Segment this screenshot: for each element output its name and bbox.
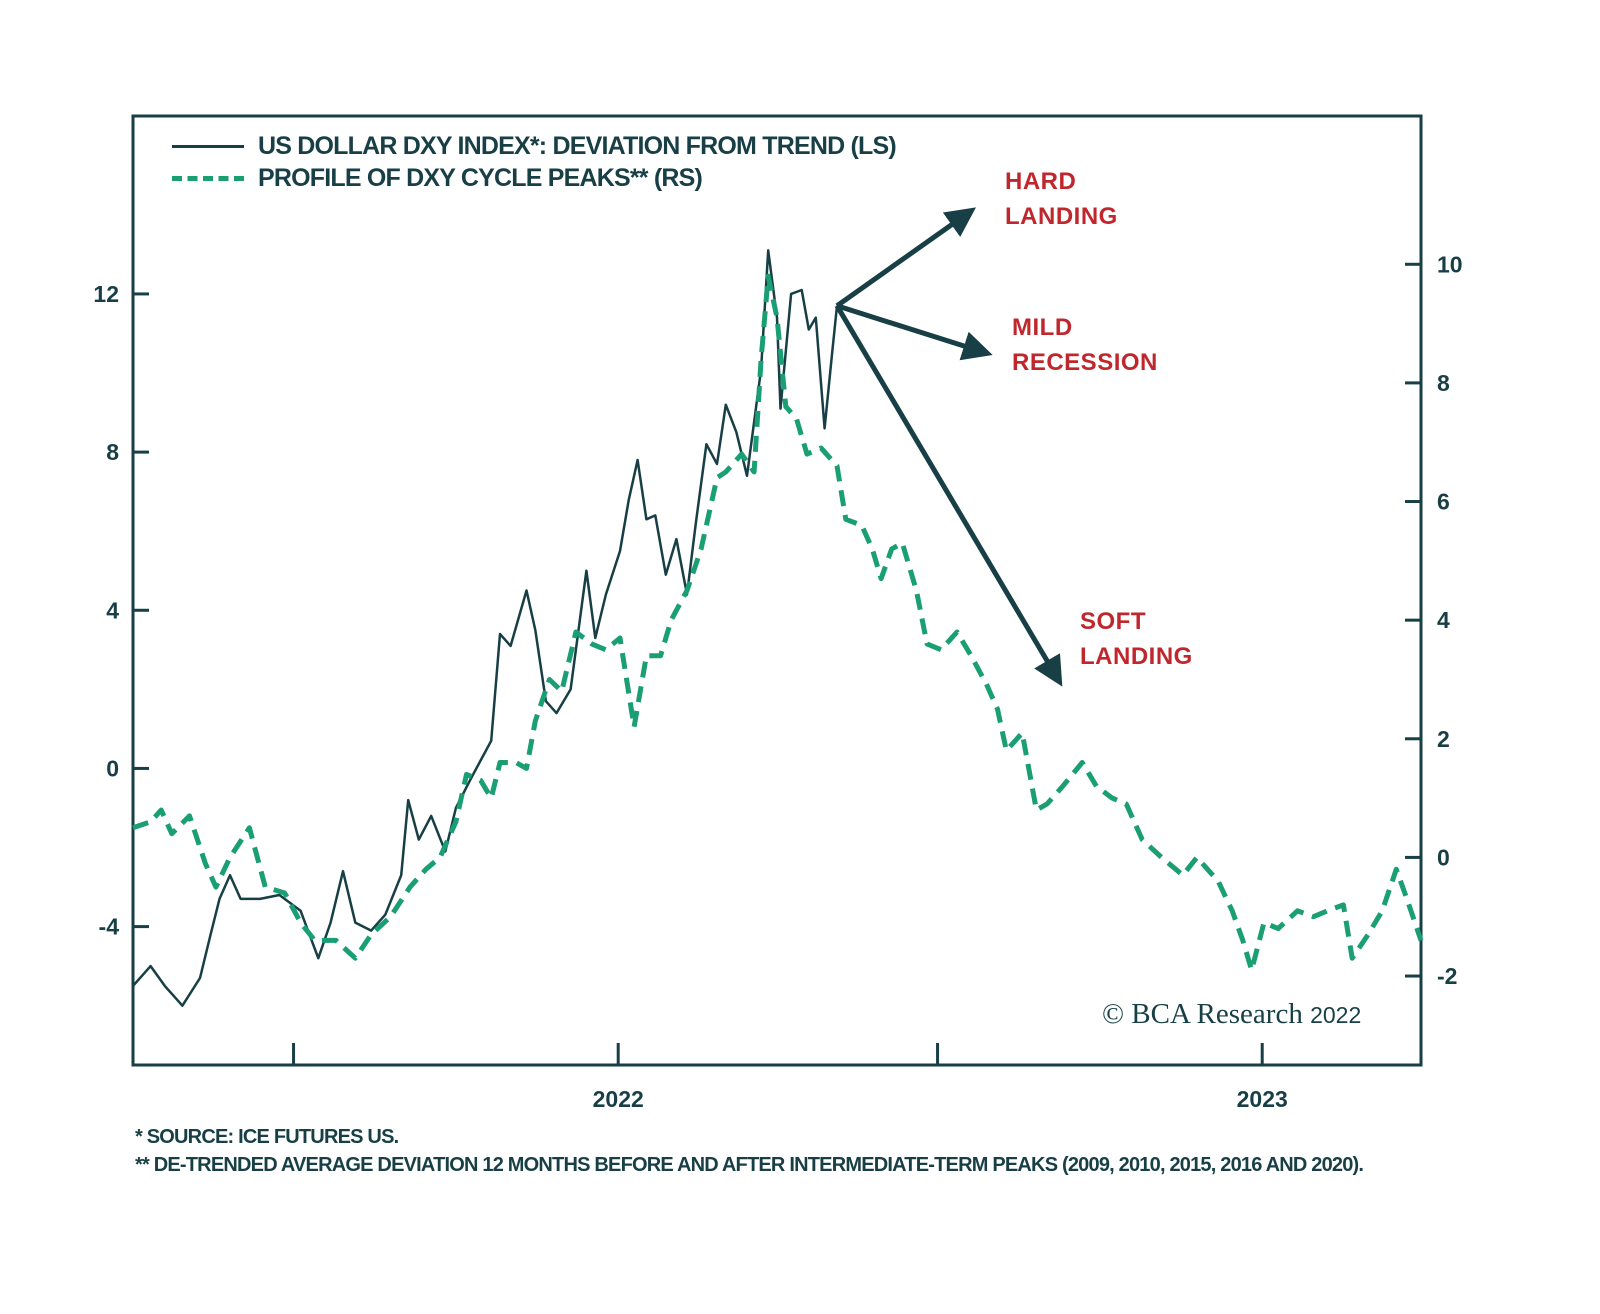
annotation-line: LANDING xyxy=(1080,643,1193,670)
annotation-line: SOFT xyxy=(1080,608,1146,635)
series-line-cycle-peaks-profile xyxy=(132,273,1424,973)
series-line-dxy-deviation xyxy=(132,249,839,1007)
y-left-tick-label: 12 xyxy=(93,281,119,307)
footnote-profile: ** DE-TRENDED AVERAGE DEVIATION 12 MONTH… xyxy=(135,1154,1364,1176)
annotation-line: HARD xyxy=(1005,168,1077,195)
annotation-hard-landing: HARD LANDING xyxy=(1005,164,1118,234)
annotation-soft-landing: SOFT LANDING xyxy=(1080,604,1193,674)
watermark-year: 2022 xyxy=(1310,1002,1362,1028)
annotation-line: LANDING xyxy=(1005,203,1118,230)
watermark-text: © BCA Research xyxy=(1102,998,1303,1030)
y-right-tick-label: 4 xyxy=(1437,607,1450,633)
plot-frame xyxy=(131,114,1423,1067)
annotation-mild-recession: MILD RECESSION xyxy=(1012,310,1158,380)
annotation-line: RECESSION xyxy=(1012,349,1158,376)
legend-item-dxy: US DOLLAR DXY INDEX*: DEVIATION FROM TRE… xyxy=(172,130,897,162)
y-right-tick-label: 2 xyxy=(1437,726,1450,752)
legend-label: PROFILE OF DXY CYCLE PEAKS** (RS) xyxy=(258,164,703,192)
legend-label: US DOLLAR DXY INDEX*: DEVIATION FROM TRE… xyxy=(258,132,897,160)
annotation-arrow-2 xyxy=(834,304,1063,687)
footnote-source: * SOURCE: ICE FUTURES US. xyxy=(135,1126,399,1148)
y-left-tick-label: -4 xyxy=(99,914,120,940)
legend-swatch-solid xyxy=(172,144,244,148)
legend: US DOLLAR DXY INDEX*: DEVIATION FROM TRE… xyxy=(172,130,897,194)
y-left-tick-label: 4 xyxy=(106,597,119,623)
y-right-tick-label: 0 xyxy=(1437,844,1450,870)
y-right-tick-label: 8 xyxy=(1437,370,1450,396)
y-left-tick-label: 8 xyxy=(106,439,119,465)
y-left-tick-label: 0 xyxy=(106,755,119,781)
legend-swatch-dashed xyxy=(172,175,244,181)
annotation-arrow-1 xyxy=(836,303,993,361)
x-tick-label: 2022 xyxy=(593,1086,644,1112)
bca-logo-watermark: © BCA Research 2022 xyxy=(1102,998,1361,1031)
x-tick-label: 2023 xyxy=(1237,1086,1288,1112)
y-right-tick-label: 6 xyxy=(1437,489,1450,515)
y-right-tick-label: 10 xyxy=(1437,251,1463,277)
y-right-tick-label: -2 xyxy=(1437,963,1457,989)
annotation-arrow-0 xyxy=(835,207,976,308)
annotation-line: MILD xyxy=(1012,314,1073,341)
legend-item-profile: PROFILE OF DXY CYCLE PEAKS** (RS) xyxy=(172,162,896,194)
